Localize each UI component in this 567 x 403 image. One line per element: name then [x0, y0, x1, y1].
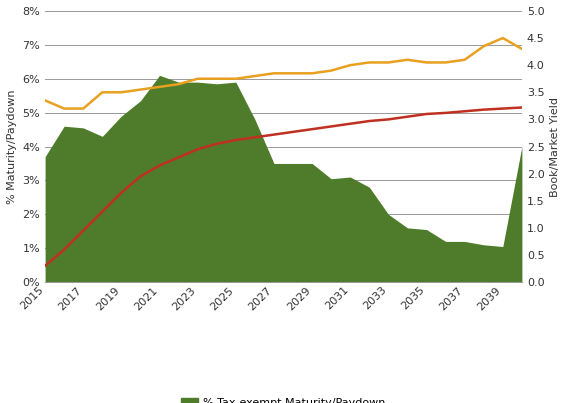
- Y-axis label: Book/Market Yield: Book/Market Yield: [550, 97, 560, 197]
- Y-axis label: % Maturity/Paydown: % Maturity/Paydown: [7, 89, 17, 204]
